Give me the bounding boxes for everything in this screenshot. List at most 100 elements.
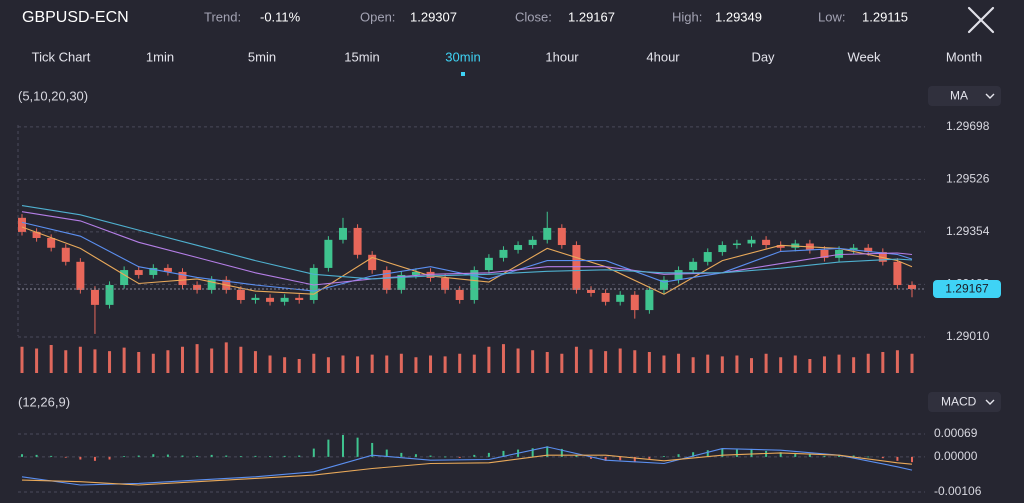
volume-bar [881, 352, 885, 373]
volume-bar [852, 357, 856, 373]
candle-body [266, 297, 275, 302]
candle-body [251, 297, 260, 300]
y-tick-label: 0.00069 [934, 426, 978, 440]
macd-bar [911, 456, 913, 463]
volume-bar [341, 355, 345, 373]
macd-bar [64, 456, 67, 458]
macd-bar [852, 455, 855, 457]
candle-body [105, 285, 114, 305]
chevron [985, 399, 995, 405]
volume-bar [370, 354, 374, 373]
candle-body [630, 294, 639, 311]
volume-bar [239, 346, 243, 373]
field-value: -0.11% [260, 9, 301, 24]
field-label: Open: [360, 9, 395, 24]
volume-bar [64, 350, 68, 373]
macd-bar [662, 456, 665, 458]
current-price-label: 1.29167 [945, 282, 989, 296]
volume-bar [691, 357, 695, 373]
volume-bar [779, 357, 783, 373]
timeframe-tab[interactable]: Tick Chart [32, 49, 91, 64]
volume-bar [647, 352, 651, 373]
volume-bar [501, 344, 505, 373]
macd-bar [575, 455, 578, 457]
timeframe-tab[interactable]: 1min [146, 49, 174, 64]
candle-body [514, 245, 523, 250]
timeframe-tab[interactable]: 30min [445, 49, 480, 64]
indicator-line [21, 452, 913, 486]
symbol: GBPUSD-ECN [22, 9, 129, 26]
volume-bar [458, 353, 462, 373]
macd-bar [137, 455, 140, 457]
ma-button-bg [928, 86, 1001, 106]
volume-bar [268, 355, 272, 373]
volume-bar [20, 346, 24, 373]
candle-body [689, 261, 698, 271]
candle-body [703, 252, 712, 262]
candle-body [587, 289, 596, 293]
candle-body [659, 279, 668, 290]
macd-bar [823, 455, 826, 457]
timeframe-tab[interactable]: 5min [248, 49, 276, 64]
macd-bar [633, 456, 636, 462]
field-label: Low: [818, 9, 845, 24]
timeframe-tab[interactable]: Day [751, 49, 775, 64]
candle-body [47, 237, 56, 248]
volume-bar [618, 348, 622, 373]
volume-bar [531, 350, 535, 373]
macd-bar [881, 456, 884, 459]
ma-button[interactable]: MA [928, 86, 1001, 106]
volume-bar [706, 354, 710, 373]
macd-button-label: MACD [941, 395, 977, 409]
timeframe-tab[interactable]: Week [848, 49, 881, 64]
volume-bar [560, 353, 564, 373]
candle-body [295, 297, 304, 300]
candle-body [820, 249, 829, 258]
volume-bar [195, 344, 199, 373]
candle-body [455, 289, 464, 300]
candle-body [426, 271, 435, 279]
macd-bar [546, 446, 549, 457]
close-button[interactable] [967, 6, 995, 34]
macd-button[interactable]: MACD [928, 392, 1001, 412]
volume-bar [385, 355, 389, 373]
active-indicator [461, 72, 465, 76]
macd-bar [21, 454, 23, 457]
volume-bar [429, 355, 433, 373]
macd-bar [838, 455, 841, 457]
macd-bar [619, 456, 622, 461]
y-tick-label: 1.29354 [946, 224, 990, 238]
macd-bar [254, 455, 257, 457]
candle-body [163, 267, 172, 272]
indicator-line [21, 205, 913, 280]
macd-bar [706, 450, 709, 457]
field-value: 1.29307 [410, 9, 457, 24]
candle-body [601, 292, 610, 302]
timeframe-tab[interactable]: 1hour [545, 49, 579, 64]
macd-bar [560, 448, 563, 457]
candle-body [835, 249, 844, 258]
macd-bar [794, 452, 797, 457]
macd-bar [181, 455, 184, 457]
candle-body [280, 297, 289, 302]
volume-bar [49, 345, 53, 373]
timeframe-tab[interactable]: 15min [344, 49, 379, 64]
timeframe-tab[interactable]: Month [946, 49, 982, 64]
macd-bar [298, 455, 301, 457]
macd-bar [166, 454, 169, 457]
indicator-line [21, 446, 913, 486]
volume-bar [122, 347, 126, 373]
macd-bar [648, 456, 651, 459]
macd-bar [692, 452, 695, 457]
candle-body [776, 245, 785, 248]
macd-bar [444, 456, 447, 458]
timeframe-tab[interactable]: 4hour [646, 49, 680, 64]
macd-bar [604, 456, 607, 461]
current-price-tag [933, 279, 1001, 298]
candle-body [134, 270, 143, 275]
y-tick-label: -0.00106 [934, 484, 982, 498]
macd-bar [35, 454, 38, 457]
volume-bar [910, 353, 914, 373]
